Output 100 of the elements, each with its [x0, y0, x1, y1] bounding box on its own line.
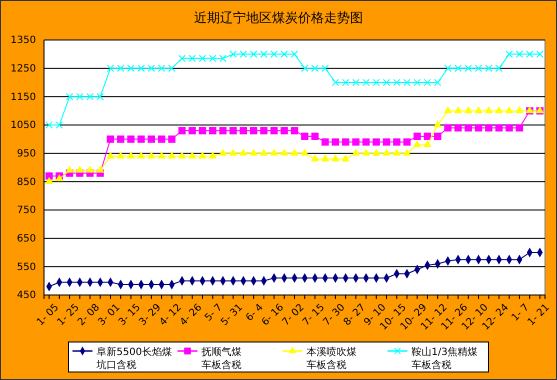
y-tick-label: 950 [16, 148, 36, 160]
point [270, 50, 278, 58]
point [239, 148, 248, 156]
point [66, 166, 74, 173]
y-tick-label: 650 [16, 234, 36, 245]
point [106, 64, 114, 72]
point [414, 132, 421, 140]
point [86, 166, 94, 173]
point [45, 177, 54, 184]
point [352, 148, 360, 156]
point [372, 148, 380, 156]
point [270, 148, 278, 156]
point [485, 64, 492, 72]
point [260, 148, 268, 156]
point [424, 78, 432, 86]
point [290, 127, 298, 134]
point [198, 127, 206, 134]
point [414, 78, 421, 86]
point [484, 106, 493, 114]
x-tick-label: 1- 21 [526, 302, 552, 328]
point [301, 64, 308, 72]
point [198, 152, 206, 158]
point [516, 50, 524, 58]
point [464, 106, 472, 114]
point [362, 148, 370, 156]
point [290, 50, 298, 58]
y-tick-label: 1150 [10, 92, 36, 103]
point [219, 127, 227, 134]
point [137, 136, 145, 143]
point [403, 78, 411, 86]
point [515, 106, 524, 114]
point [96, 166, 104, 173]
y-tick-label: 550 [16, 262, 36, 273]
point [454, 124, 462, 132]
point [495, 64, 503, 72]
point [209, 127, 216, 134]
point [506, 50, 513, 58]
point [280, 50, 288, 58]
point [178, 152, 186, 158]
point [106, 152, 114, 158]
point [310, 154, 319, 162]
point [311, 132, 319, 140]
point [362, 138, 370, 146]
point [423, 140, 432, 148]
point [45, 121, 53, 129]
point [505, 106, 514, 114]
point [127, 136, 135, 143]
point [106, 136, 114, 143]
point [352, 138, 360, 146]
point [516, 124, 524, 132]
point [301, 132, 308, 140]
y-tick-label: 1250 [10, 64, 36, 75]
point [147, 152, 156, 158]
point [444, 106, 452, 114]
point [230, 127, 237, 134]
point [402, 148, 411, 156]
legend-label: 本溪喷吹煤车板含税 [306, 346, 356, 371]
point [86, 92, 94, 100]
point [434, 132, 442, 140]
point [117, 64, 124, 72]
point [198, 54, 206, 62]
point [372, 78, 380, 86]
point [127, 64, 135, 72]
point [219, 54, 227, 62]
point [485, 124, 492, 132]
point [188, 54, 196, 62]
point [322, 64, 329, 72]
y-tick-label: 1050 [10, 120, 36, 132]
point [168, 64, 176, 72]
legend-label: 抚顺气煤车板含税 [200, 346, 242, 371]
point [250, 148, 258, 156]
point [76, 166, 84, 173]
point [434, 78, 442, 86]
point [362, 78, 370, 86]
point [393, 78, 400, 86]
point [178, 127, 186, 134]
point [260, 127, 268, 134]
point [240, 50, 248, 58]
point [413, 140, 422, 148]
point [229, 50, 237, 58]
point [331, 154, 340, 162]
y-tick-label: 750 [16, 205, 36, 216]
point [209, 54, 216, 62]
point [126, 152, 135, 158]
point [434, 120, 442, 128]
point [158, 152, 166, 158]
point [444, 124, 452, 132]
point [300, 148, 309, 156]
point [270, 127, 278, 134]
point [393, 138, 400, 146]
point [290, 148, 299, 156]
point [208, 152, 217, 158]
x-tick-label: 5- 31 [219, 302, 246, 328]
chart-title: 近期辽宁地区煤炭价格走势图 [194, 10, 363, 26]
point [444, 64, 452, 72]
point [494, 106, 504, 114]
point [260, 50, 268, 58]
point [474, 64, 482, 72]
point [148, 64, 156, 72]
point [240, 127, 248, 134]
